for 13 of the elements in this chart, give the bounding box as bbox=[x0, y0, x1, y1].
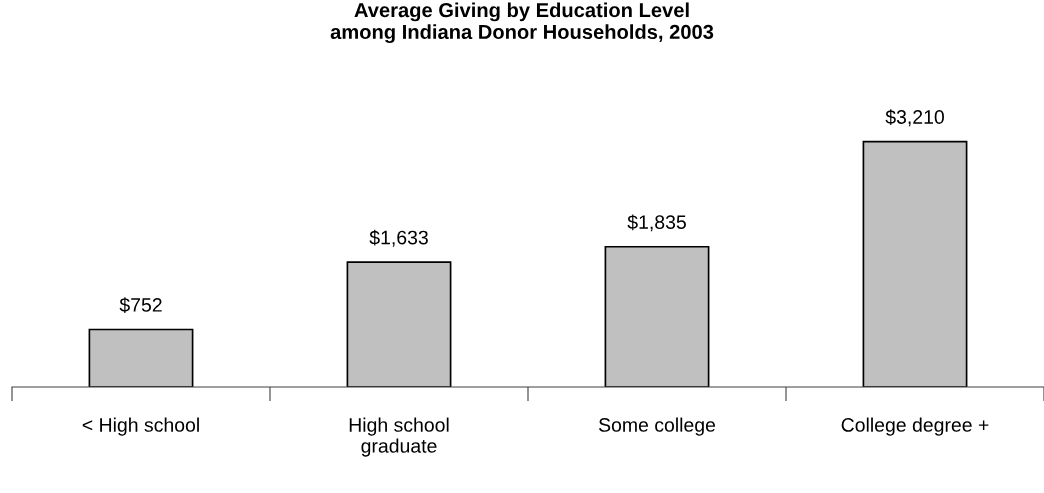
data-label: $1,835 bbox=[627, 214, 686, 232]
x-tick-label: High school graduate bbox=[349, 417, 449, 457]
data-label: $3,210 bbox=[885, 109, 944, 127]
x-tick-label: Some college bbox=[598, 417, 716, 436]
data-label: $752 bbox=[119, 297, 162, 313]
bar bbox=[604, 245, 710, 387]
bar bbox=[88, 328, 194, 387]
x-tick-label: < High school bbox=[82, 417, 199, 436]
data-label: $1,633 bbox=[369, 229, 428, 247]
bar bbox=[862, 140, 968, 387]
x-tick-label: College degree + bbox=[841, 417, 989, 436]
bar bbox=[346, 261, 452, 387]
chart-title: Average Giving by Education Level among Indiana Donor Households, 2003 bbox=[330, 2, 714, 44]
